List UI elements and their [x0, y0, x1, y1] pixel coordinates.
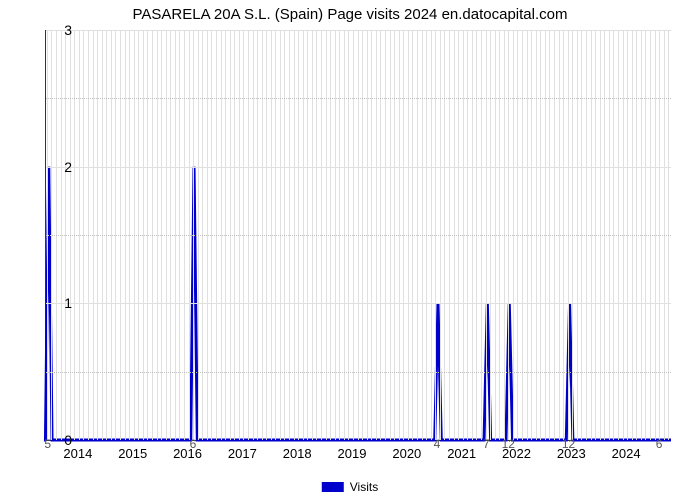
xtick-label: 2021 — [447, 446, 476, 461]
xtick-label: 2018 — [283, 446, 312, 461]
xtick-label: 2015 — [118, 446, 147, 461]
grid-h — [46, 167, 671, 168]
spike-label: 6 — [190, 437, 197, 451]
xtick-label: 2019 — [338, 446, 367, 461]
xtick-label: 2017 — [228, 446, 257, 461]
chart-container: PASARELA 20A S.L. (Spain) Page visits 20… — [0, 0, 700, 500]
spike-label: 7 — [483, 437, 490, 451]
spike-label: 12 — [502, 437, 515, 451]
legend-swatch — [322, 482, 344, 492]
grid-h-minor — [46, 98, 671, 99]
legend-label: Visits — [350, 480, 378, 494]
ytick-label: 2 — [42, 159, 72, 175]
ytick-label: 3 — [42, 22, 72, 38]
xtick-label: 2014 — [63, 446, 92, 461]
xtick-label: 2024 — [612, 446, 641, 461]
chart-title: PASARELA 20A S.L. (Spain) Page visits 20… — [0, 0, 700, 23]
ytick-label: 1 — [42, 295, 72, 311]
grid-h-minor — [46, 372, 671, 373]
plot-area — [45, 30, 671, 441]
spike-label: 12 — [562, 437, 575, 451]
grid-h — [46, 30, 671, 31]
grid-h — [46, 303, 671, 304]
xtick-label: 2020 — [392, 446, 421, 461]
grid-h-minor — [46, 235, 671, 236]
legend: Visits — [322, 480, 378, 494]
spike-label: 5 — [44, 437, 51, 451]
xtick-label: 2016 — [173, 446, 202, 461]
spike-label: 6 — [656, 437, 663, 451]
spike-label: 4 — [434, 437, 441, 451]
